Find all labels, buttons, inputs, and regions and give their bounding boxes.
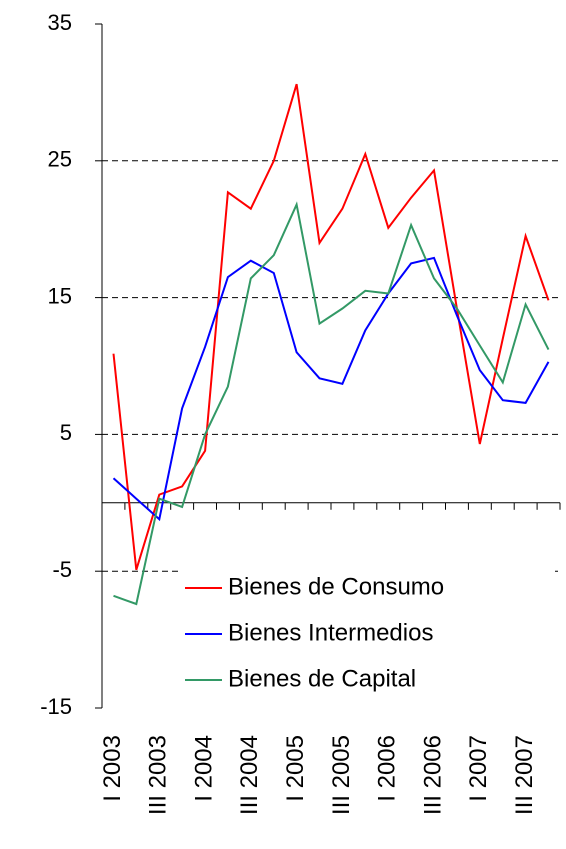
y-tick-label: 25 [48, 147, 72, 172]
legend-label: Bienes de Capital [228, 665, 416, 692]
y-tick-label: 5 [60, 420, 72, 445]
y-tick-label: 35 [48, 10, 72, 35]
x-tick-label: I 2004 [190, 735, 217, 802]
x-tick-label: III 2005 [328, 735, 355, 815]
x-tick-label: I 2007 [465, 735, 492, 802]
line-series [113, 201, 550, 606]
line-series [112, 83, 550, 571]
x-tick-label: I 2005 [282, 735, 309, 802]
x-tick-label: III 2003 [145, 735, 172, 815]
legend-label: Bienes de Consumo [228, 573, 444, 600]
x-tick-label: I 2003 [99, 735, 126, 802]
line-series [112, 256, 550, 522]
x-tick-label: III 2004 [236, 735, 263, 815]
y-tick-label: -15 [40, 694, 72, 719]
legend-label: Bienes Intermedios [228, 619, 433, 646]
y-tick-label: 15 [48, 283, 72, 308]
x-tick-label: I 2006 [374, 735, 401, 802]
legend-box [180, 564, 555, 702]
x-tick-label: III 2007 [511, 735, 538, 815]
y-tick-label: -5 [52, 557, 72, 582]
x-tick-label: III 2006 [419, 735, 446, 815]
